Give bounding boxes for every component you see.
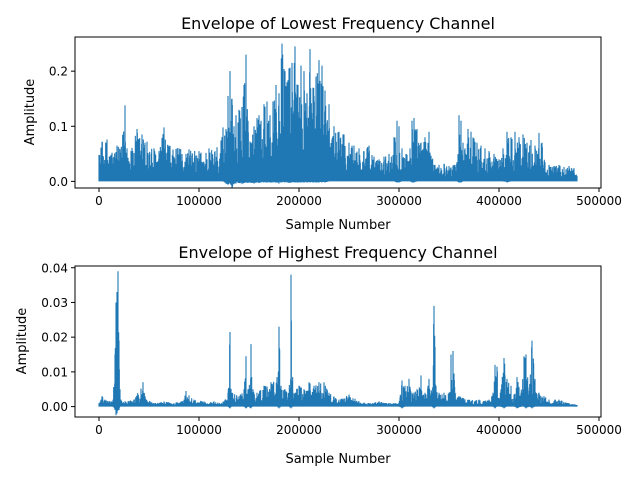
chart-top-xtick-label: 100000: [176, 194, 222, 208]
chart-bottom-xtick-label: 200000: [276, 423, 322, 437]
chart-top-xtick-label: 400000: [476, 194, 522, 208]
chart-bottom: Envelope of Highest Frequency Channel 0 1…: [15, 243, 622, 467]
chart-top-xtick-label: 200000: [276, 194, 322, 208]
chart-top-ytick-label: 0.2: [49, 65, 68, 79]
chart-top: Envelope of Lowest Frequency Channel 0 10…: [23, 14, 622, 233]
chart-top-ylabel: Amplitude: [23, 79, 38, 146]
chart-top-ytick-label: 0.1: [49, 120, 68, 134]
chart-bottom-xtick-label: 0: [95, 423, 103, 437]
chart-bottom-ylabel: Amplitude: [15, 308, 30, 375]
chart-bottom-yticks: 0.00 0.01 0.02 0.03 0.04: [41, 261, 75, 414]
chart-bottom-ytick-label: 0.02: [41, 331, 68, 345]
chart-bottom-series-line: [98, 271, 578, 416]
chart-bottom-plot: [98, 271, 578, 416]
chart-top-ytick-label: 0.0: [49, 175, 68, 189]
chart-bottom-xtick-label: 100000: [176, 423, 222, 437]
chart-top-yticks: 0.0 0.1 0.2: [49, 65, 75, 189]
chart-bottom-frame: [74, 265, 602, 418]
chart-bottom-xtick-label: 300000: [376, 423, 422, 437]
chart-bottom-ytick-label: 0.00: [41, 400, 68, 414]
chart-top-xtick-label: 300000: [376, 194, 422, 208]
chart-bottom-xlabel: Sample Number: [285, 452, 391, 467]
chart-top-xlabel: Sample Number: [285, 218, 391, 233]
chart-bottom-xtick-label: 500000: [576, 423, 622, 437]
chart-top-frame: [74, 36, 602, 189]
chart-top-xtick-label: 500000: [576, 194, 622, 208]
chart-top-plot: [98, 43, 578, 188]
chart-bottom-xtick-label: 400000: [476, 423, 522, 437]
chart-top-xticks: 0 100000 200000 300000 400000 500000: [95, 188, 622, 208]
chart-top-title: Envelope of Lowest Frequency Channel: [181, 14, 495, 33]
chart-bottom-ytick-label: 0.01: [41, 365, 68, 379]
chart-bottom-ytick-label: 0.03: [41, 296, 68, 310]
chart-top-series-line: [98, 43, 578, 188]
chart-bottom-title: Envelope of Highest Frequency Channel: [178, 243, 497, 262]
chart-bottom-xticks: 0 100000 200000 300000 400000 500000: [95, 417, 622, 437]
chart-top-xtick-label: 0: [95, 194, 103, 208]
chart-bottom-ytick-label: 0.04: [41, 261, 68, 275]
